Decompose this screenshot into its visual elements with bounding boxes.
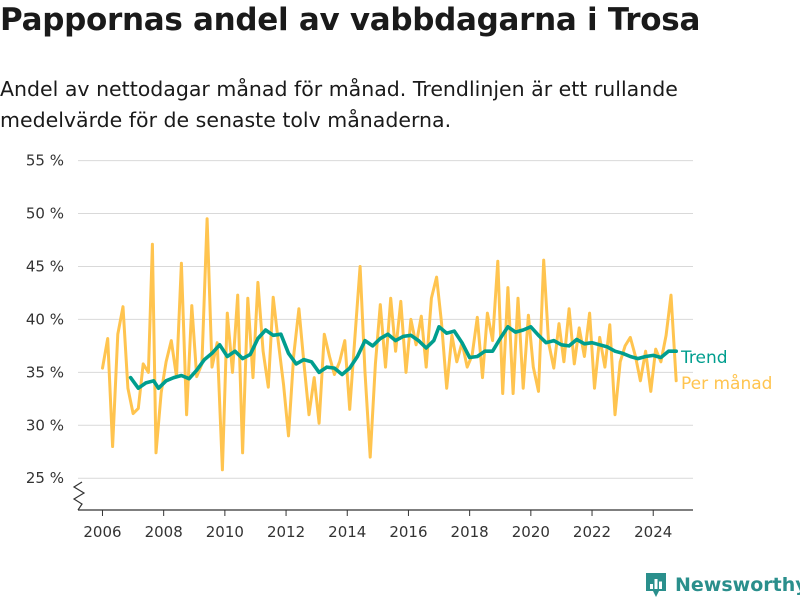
series-line-trend xyxy=(128,325,678,390)
x-tick-label: 2012 xyxy=(267,523,305,541)
x-axis xyxy=(72,481,693,511)
chart-subtitle: Andel av nettodagar månad för månad. Tre… xyxy=(0,77,678,132)
x-tick-label: 2018 xyxy=(451,523,489,541)
x-tick-label: 2010 xyxy=(206,523,244,541)
series-labels: Per månad Trend xyxy=(680,348,772,394)
axis-break-icon xyxy=(72,481,86,511)
y-tick-label: 40 % xyxy=(26,310,64,328)
brand-name: Newsworthy xyxy=(675,574,800,596)
x-tick-label: 2006 xyxy=(83,523,121,541)
x-tick-label: 2024 xyxy=(634,523,672,541)
series-label-trend: Trend xyxy=(680,348,728,368)
brand: Newsworthy xyxy=(644,570,800,600)
y-tick-label: 25 % xyxy=(26,469,64,487)
y-tick-label: 50 % xyxy=(26,205,64,223)
series-label-monthly: Per månad xyxy=(681,373,772,394)
x-axis-ticks: 2006 2008 2010 2012 2014 2016 2018 2020 2022 2024 xyxy=(83,510,672,541)
newsworthy-logo-icon xyxy=(646,573,666,597)
x-tick-label: 2008 xyxy=(145,523,183,541)
x-tick-label: 2016 xyxy=(389,523,427,541)
y-tick-label: 35 % xyxy=(26,363,64,381)
x-tick-label: 2020 xyxy=(512,523,550,541)
y-tick-label: 55 % xyxy=(26,152,64,170)
y-axis-ticks: 25 % 30 % 35 % 40 % 45 % 50 % 55 % xyxy=(26,152,64,488)
x-tick-label: 2014 xyxy=(328,523,366,541)
chart-title: Pappornas andel av vabbdagarna i Trosa xyxy=(0,2,701,38)
gridlines xyxy=(78,160,693,479)
y-tick-label: 30 % xyxy=(26,416,64,434)
series-lines xyxy=(101,217,678,472)
y-tick-label: 45 % xyxy=(26,257,64,275)
x-tick-label: 2022 xyxy=(573,523,611,541)
